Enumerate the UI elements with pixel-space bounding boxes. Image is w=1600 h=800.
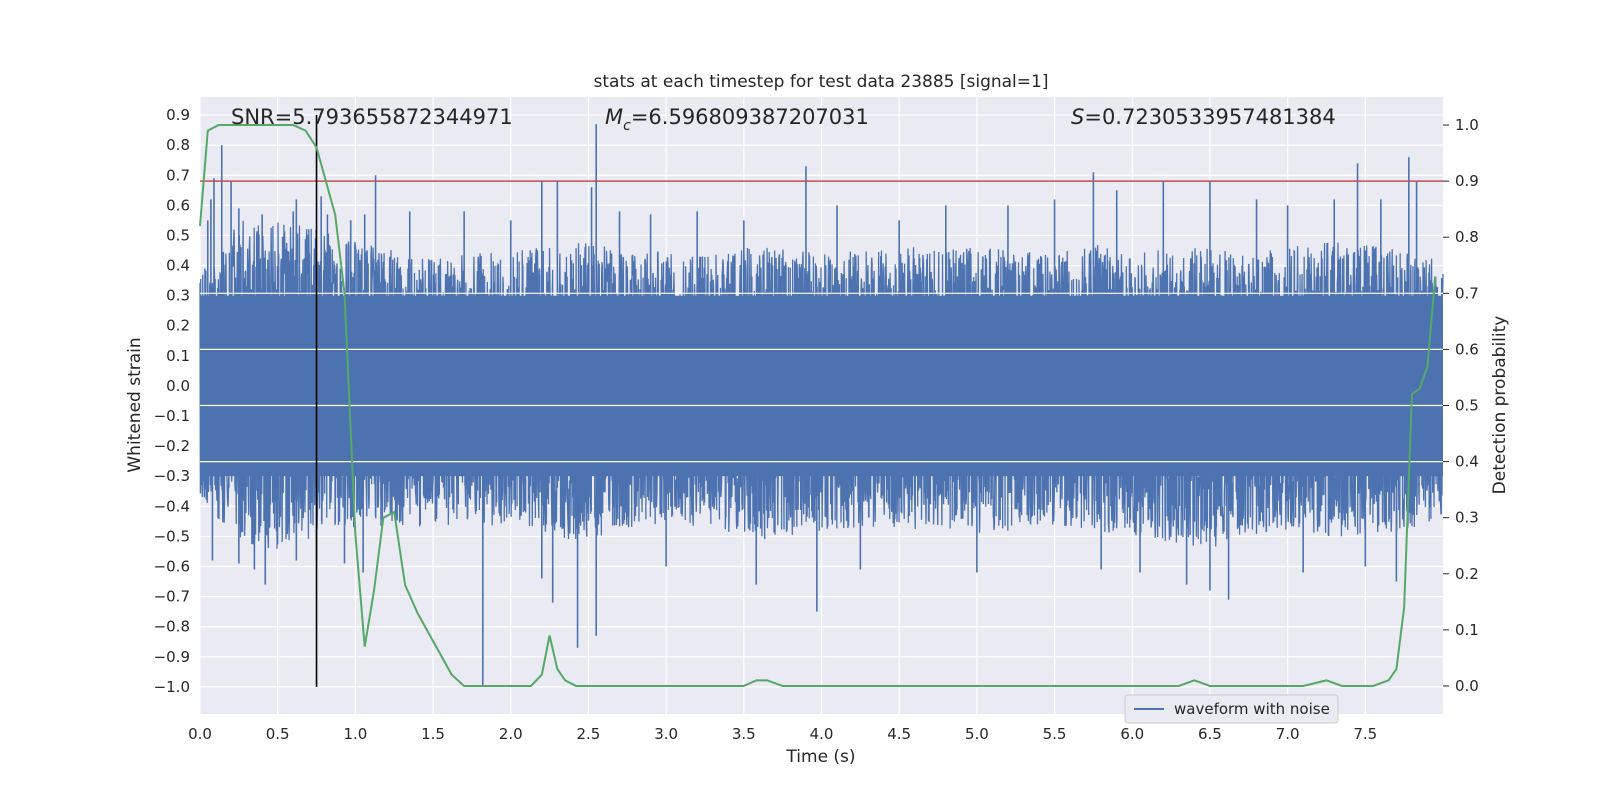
y-tick-label-left: 0.4 bbox=[166, 257, 190, 275]
y-axis-label-right: Detection probability bbox=[1490, 316, 1510, 495]
chirp-mass-value: =6.596809387207031 bbox=[631, 105, 869, 129]
legend: waveform with noise bbox=[1124, 694, 1339, 724]
y-tick-label-right: 0.8 bbox=[1455, 228, 1479, 246]
x-tick-label: 4.0 bbox=[810, 725, 834, 743]
s-value: =0.7230533957481384 bbox=[1084, 105, 1335, 129]
y-tick-label-right: 0.3 bbox=[1455, 509, 1479, 527]
y-tick-label-left: −0.4 bbox=[154, 497, 190, 515]
x-tick-label: 2.5 bbox=[577, 725, 601, 743]
y-tick-label-left: 0.5 bbox=[166, 226, 190, 244]
x-tick-label: 1.0 bbox=[343, 725, 367, 743]
y-tick-label-left: −0.7 bbox=[154, 588, 190, 606]
y-tick-label-left: −0.5 bbox=[154, 527, 190, 545]
x-tick-label: 5.5 bbox=[1043, 725, 1067, 743]
waveform-series bbox=[199, 124, 1444, 687]
y-tick-label-right: 0.6 bbox=[1455, 340, 1479, 358]
x-tick-label: 0.5 bbox=[266, 725, 290, 743]
legend-label-waveform: waveform with noise bbox=[1174, 700, 1330, 718]
y-tick-label-left: −0.8 bbox=[154, 618, 190, 636]
probability-series bbox=[199, 124, 1437, 687]
x-tick-label: 7.0 bbox=[1276, 725, 1300, 743]
y-tick-label-left: 0.0 bbox=[166, 377, 190, 395]
x-tick-label: 1.5 bbox=[421, 725, 445, 743]
y-tick-label-right: 0.9 bbox=[1455, 172, 1479, 190]
y-axis-label-left: Whitened strain bbox=[125, 337, 145, 472]
chirp-mass-symbol: M bbox=[605, 105, 623, 129]
x-tick-label: 7.5 bbox=[1353, 725, 1377, 743]
y-tick-label-left: 0.1 bbox=[166, 347, 190, 365]
y-tick-label-left: −0.1 bbox=[154, 407, 190, 425]
x-tick-label: 5.0 bbox=[965, 725, 989, 743]
y-tick-label-right: 0.1 bbox=[1455, 621, 1479, 639]
s-symbol: S bbox=[1071, 105, 1084, 129]
chirp-mass-annotation: Mc=6.596809387207031 bbox=[605, 105, 869, 134]
x-tick-label: 3.0 bbox=[654, 725, 678, 743]
y-tick-label-right: 0.2 bbox=[1455, 565, 1479, 583]
legend-box bbox=[1124, 694, 1339, 724]
y-tick-label-left: 0.9 bbox=[166, 106, 190, 124]
detection-probability-line bbox=[199, 124, 1437, 687]
axes: 0.0 0.5 1.0 1.5 2.0 2.5 3.0 3.5 4.0 4.5 5.0 5.5 6.0 6… bbox=[154, 106, 1479, 743]
y-tick-label-right: 0.0 bbox=[1455, 677, 1479, 695]
y-tick-label-left: 0.6 bbox=[166, 196, 190, 214]
y-tick-label-left: −0.3 bbox=[154, 467, 190, 485]
y-tick-label-left: −0.2 bbox=[154, 437, 190, 455]
y-tick-label-left: −0.9 bbox=[154, 648, 190, 666]
y-tick-label-left: −1.0 bbox=[154, 678, 190, 696]
x-tick-label: 6.5 bbox=[1198, 725, 1222, 743]
y-tick-label-left: −0.6 bbox=[154, 558, 190, 576]
y-tick-label-right: 0.5 bbox=[1455, 397, 1479, 415]
s-annotation: S=0.7230533957481384 bbox=[1071, 105, 1336, 129]
snr-annotation: SNR=5.793655872344971 bbox=[231, 105, 513, 129]
waveform-core-band bbox=[200, 295, 1443, 477]
y-tick-label-right: 0.7 bbox=[1455, 284, 1479, 302]
y-tick-label-left: 0.2 bbox=[166, 317, 190, 335]
y-tick-label-left: 0.7 bbox=[166, 166, 190, 184]
x-tick-label: 4.5 bbox=[887, 725, 911, 743]
y-tick-label-left: 0.3 bbox=[166, 287, 190, 305]
x-axis-label: Time (s) bbox=[785, 747, 855, 767]
reference-lines bbox=[200, 115, 1443, 687]
x-tick-label: 0.0 bbox=[188, 725, 212, 743]
chart-title: stats at each timestep for test data 238… bbox=[594, 72, 1049, 92]
x-tick-label: 2.0 bbox=[499, 725, 523, 743]
y-tick-label-right: 0.4 bbox=[1455, 453, 1479, 471]
y-tick-label-right: 1.0 bbox=[1455, 116, 1479, 134]
y-tick-label-left: 0.8 bbox=[166, 136, 190, 154]
x-tick-label: 6.0 bbox=[1120, 725, 1144, 743]
chirp-mass-subscript: c bbox=[623, 118, 631, 134]
x-tick-label: 3.5 bbox=[732, 725, 756, 743]
